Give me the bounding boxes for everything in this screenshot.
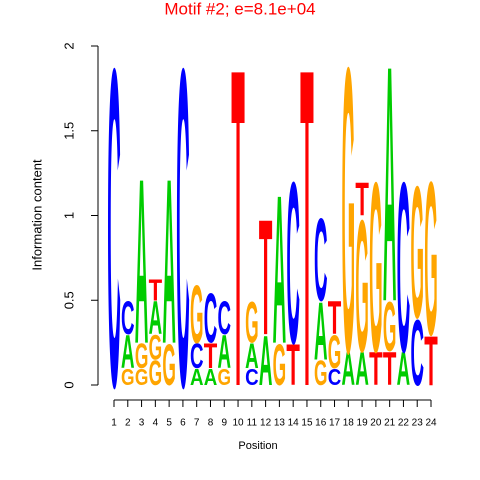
x-tick-label: 23 xyxy=(412,418,424,429)
logo-letter: C xyxy=(328,363,342,390)
logo-letter: A xyxy=(259,321,273,400)
logo-letter: G xyxy=(190,268,204,360)
logo-letter: A xyxy=(121,325,135,378)
logo-letter: C xyxy=(218,291,232,344)
logo-letter: C xyxy=(107,0,121,480)
x-tick-label: 20 xyxy=(370,418,382,429)
logo-letter: A xyxy=(314,285,328,377)
x-tick-label: 15 xyxy=(301,418,313,429)
x-tick-label: 1 xyxy=(111,418,117,429)
y-tick-label: 0 xyxy=(61,381,76,388)
logo-letter: A xyxy=(149,291,163,344)
x-tick-label: 21 xyxy=(384,418,396,429)
y-tick-label: 2 xyxy=(61,42,76,49)
logo-letter: T xyxy=(286,333,300,399)
x-tick-label: 10 xyxy=(232,418,244,429)
logo-letter: T xyxy=(355,173,369,226)
x-tick-label: 13 xyxy=(274,418,286,429)
logo-letter: A xyxy=(383,0,397,372)
logo-letter: G xyxy=(162,333,176,399)
x-tick-label: 12 xyxy=(260,418,272,429)
logo-letter: C xyxy=(286,134,300,392)
x-tick-label: 4 xyxy=(153,418,159,429)
logo-letter: G xyxy=(245,290,259,356)
logo-letter: G xyxy=(135,337,149,376)
logo-letter: G xyxy=(410,148,424,358)
logo-letter: G xyxy=(383,287,397,366)
logo-letter: G xyxy=(342,0,356,439)
logo-letter: T xyxy=(204,337,218,376)
x-tick-label: 5 xyxy=(166,418,172,429)
logo-letter: G xyxy=(424,136,438,381)
logo-letter: T xyxy=(259,185,273,369)
logo-letter: G xyxy=(121,363,135,390)
x-axis-label: Position xyxy=(238,440,277,452)
logo-letter: A xyxy=(162,131,176,393)
logo-letter: A xyxy=(190,363,204,390)
logo-letter: C xyxy=(190,337,204,376)
logo-letter: C xyxy=(121,291,135,344)
logo-letter: T xyxy=(300,0,314,480)
x-tick-label: 14 xyxy=(288,418,300,429)
logo-letter: A xyxy=(204,363,218,390)
x-tick-label: 11 xyxy=(247,418,258,429)
logo-letter: T xyxy=(369,342,383,395)
logo-letter: C xyxy=(245,363,259,390)
y-tick-label: 0.5 xyxy=(61,291,76,309)
chart-title: Motif #2; e=8.1e+04 xyxy=(164,0,315,18)
logo-letter: G xyxy=(314,354,328,393)
y-axis-label: Information content xyxy=(29,159,44,271)
logo-letter: G xyxy=(273,333,287,399)
logo-letter: A xyxy=(135,131,149,393)
logo-letter: A xyxy=(245,337,259,376)
logo-letter: C xyxy=(204,279,218,358)
logo-letter: G xyxy=(328,325,342,378)
logo-letter: G xyxy=(218,363,232,390)
logo-letter: C xyxy=(397,133,411,404)
x-tick-label: 16 xyxy=(315,418,327,429)
x-tick-label: 7 xyxy=(194,418,200,429)
x-tick-label: 22 xyxy=(398,418,410,429)
logo-letter: G xyxy=(149,329,163,368)
logo-letter: G xyxy=(355,182,369,392)
logo-letter: C xyxy=(410,301,424,406)
x-tick-label: 8 xyxy=(208,418,214,429)
x-tick-label: 2 xyxy=(125,418,131,429)
logo-letter: C xyxy=(314,194,328,325)
x-tick-label: 18 xyxy=(343,418,355,429)
x-tick-label: 24 xyxy=(425,418,437,429)
logo-letter: A xyxy=(355,342,369,395)
logo-letter: G xyxy=(135,363,149,390)
x-tick-label: 3 xyxy=(139,418,145,429)
logo-letter: T xyxy=(424,321,438,400)
x-tick-label: 17 xyxy=(329,418,341,429)
logo-letter: A xyxy=(218,325,232,378)
logo-letter: T xyxy=(149,274,163,307)
x-tick-label: 9 xyxy=(221,418,227,429)
y-tick-label: 1 xyxy=(61,212,76,219)
logo-letter: G xyxy=(369,133,383,404)
logo-letter: T xyxy=(328,291,342,344)
y-tick-label: 1.5 xyxy=(61,122,76,140)
logo-letter: A xyxy=(397,342,411,395)
logo-letter: G xyxy=(149,354,163,393)
logo-letter: C xyxy=(176,0,190,480)
logo-letter: A xyxy=(342,342,356,395)
logo-letter: T xyxy=(231,0,245,480)
x-tick-label: 19 xyxy=(357,418,369,429)
x-tick-label: 6 xyxy=(180,418,186,429)
logo-letter: T xyxy=(383,342,397,395)
logo-letter: A xyxy=(273,151,287,388)
